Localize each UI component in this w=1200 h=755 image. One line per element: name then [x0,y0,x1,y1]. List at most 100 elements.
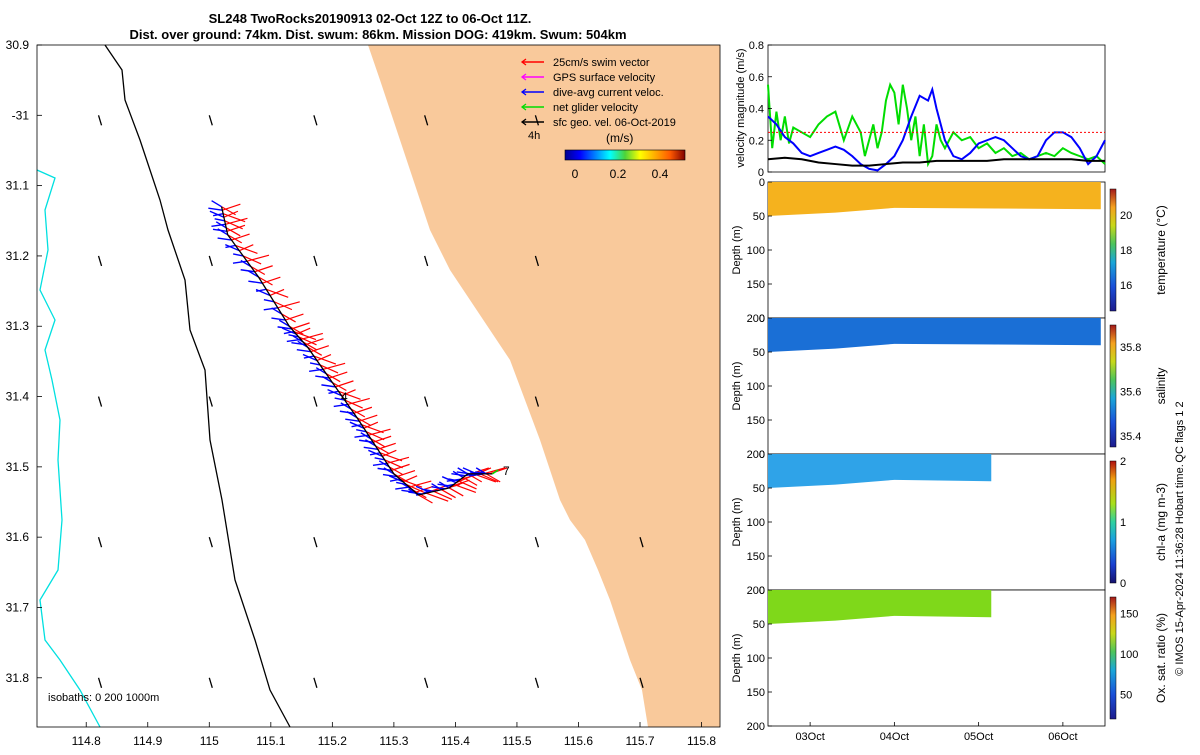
geo-arrow [97,536,103,548]
map-land [368,45,720,727]
map-colorbar-tick-0.2: 0.2 [610,167,627,181]
swim-vector [329,371,348,379]
section-colorbar [1109,596,1117,720]
section-ytick-label: 0 [759,449,765,461]
swim-vector [269,288,285,297]
map-ytick-label: 31.3 [6,319,30,333]
swim-vector [361,424,384,434]
swim-vector [448,487,464,497]
swim-vector [379,452,403,462]
section-data-band [768,182,1101,216]
swim-vector [225,217,248,225]
swim-vector [313,355,337,365]
imos-credit: © IMOS 15-Apr-2024 11:36:28 Hobart time. [1174,464,1186,676]
geo-arrow [534,536,540,548]
geo-arrow [208,396,213,407]
swim-vector [302,341,318,351]
map-ytick-label: 31.1 [6,179,30,193]
map-ytick-label: 31.5 [6,460,30,474]
swim-vector [344,399,363,409]
swim-vector [285,313,304,321]
track-label-7: 7 [503,464,510,478]
section-ylabel: Depth (m) [731,634,743,683]
dive-current-vector [271,307,282,315]
section-ytick-label: 200 [747,449,765,461]
title-line-2: Dist. over ground: 74km. Dist. swum: 86k… [129,27,626,42]
dive-current-vector [396,481,407,486]
qc-note: QC flags 1 2 [1174,401,1186,462]
isobath-200m [36,169,101,728]
net-glider-vector [491,469,499,475]
swim-vector [322,362,346,370]
velocity-ytick-label: 0.6 [749,72,764,84]
dive-current-vector [232,253,244,257]
dive-current-vector [388,475,404,483]
geo-arrow [313,677,318,688]
geo-arrow [208,536,213,548]
map-ytick-label: 30.9 [6,38,30,52]
swim-vector [462,476,478,486]
swim-vector [372,435,392,443]
swim-vector [298,336,317,346]
velocity-ytick-label: 0.4 [749,104,764,116]
swim-vector [391,463,410,471]
dive-current-vector [321,375,333,384]
dive-current-vector [363,446,378,450]
section-xtick-label: 06Oct [1048,731,1077,743]
section-ytick-label: 200 [747,585,765,597]
geo-arrow [97,396,103,407]
map-colorbar [564,149,686,161]
swim-vector [281,313,296,323]
swim-vector [370,438,386,448]
section-colorbar-tick: 35.4 [1120,431,1141,443]
swim-vector [262,276,281,284]
swim-vector [386,456,410,464]
section-colorbar-tick: 150 [1120,608,1138,620]
glider-track [208,200,508,504]
swim-vector [384,459,403,469]
legend-label: 25cm/s swim vector [553,57,650,69]
swim-vector [341,389,356,397]
colorbar-title: (m/s) [606,131,633,145]
map-ytick-label: -31 [12,108,30,122]
section-colorbar-tick: 2 [1120,456,1126,468]
dive-current-vector [281,327,297,335]
dive-current-vector [334,397,345,401]
dive-current-vector [302,353,318,362]
dive-current-vector [296,349,311,353]
dive-current-vector [211,200,222,208]
geo-arrow [424,536,429,548]
swim-vector [356,417,372,427]
velocity-series [767,156,1105,167]
geo-arrow [208,677,213,688]
section-ytick-label: 100 [747,245,765,257]
dive-current-vector [277,326,292,330]
dive-current-vector [395,486,410,490]
section-ylabel: Depth (m) [731,498,743,547]
dive-current-vector [383,467,395,475]
map-xtick-label: 115.7 [625,734,654,748]
swim-vector [399,478,423,488]
map-xtick-label: 115.8 [687,734,716,748]
swim-vector [479,473,499,483]
section-ytick-label: 100 [747,653,765,665]
dive-current-vector [346,411,358,419]
section-xtick-label: 04Oct [880,731,909,743]
swim-vector [222,203,241,211]
isobath-0m [104,44,291,728]
section-ytick-label: 100 [747,381,765,393]
section-ytick-label: 150 [747,415,765,427]
velocity-ytick-label: 0 [758,167,764,179]
dive-current-vector [309,362,321,366]
legend-arrowhead [520,118,527,126]
geo-arrow [208,255,213,267]
section-ytick-label: 150 [747,279,765,291]
swim-vector [353,406,373,414]
swim-vector [265,288,289,298]
swim-vector [425,492,449,502]
geo-arrow [313,536,318,548]
dive-current-vector [378,460,390,468]
swim-vector [335,380,354,388]
swim-vector [350,408,366,418]
